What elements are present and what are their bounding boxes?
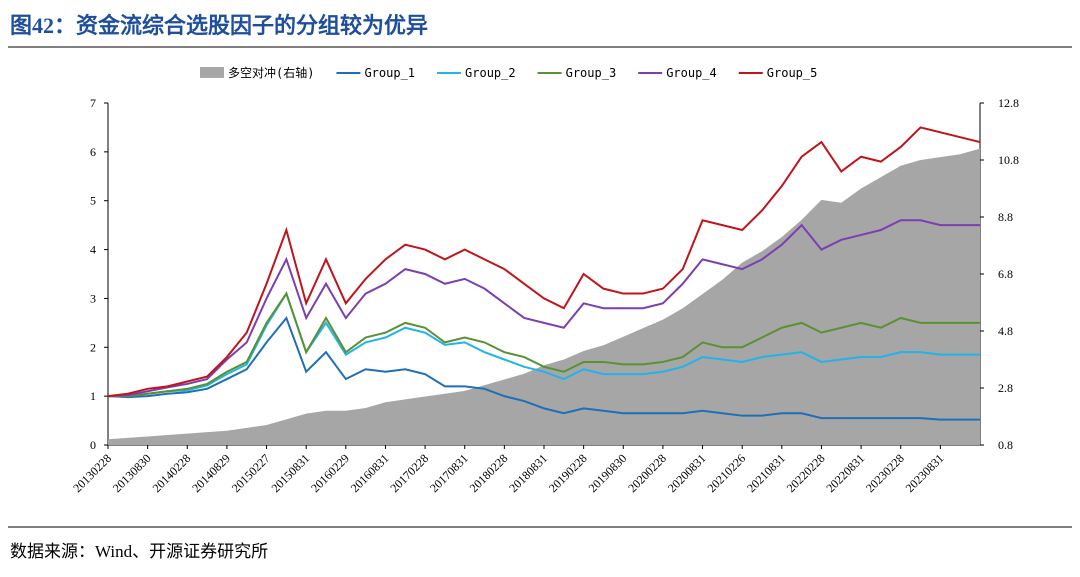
x-tick-label: 20140829 bbox=[189, 451, 233, 495]
line bbox=[107, 126, 981, 398]
x-tick-label: 20230831 bbox=[903, 451, 947, 495]
y-tick-label: 3 bbox=[90, 291, 96, 305]
x-tick-label: 20220831 bbox=[823, 451, 867, 495]
line bbox=[107, 315, 980, 421]
y2-tick-label: 12.8 bbox=[998, 96, 1019, 110]
x-tick-label: 20180228 bbox=[467, 451, 511, 495]
legend-label: Group_5 bbox=[767, 66, 818, 80]
legend-label: Group_3 bbox=[566, 66, 617, 80]
x-tick-label: 20160229 bbox=[308, 451, 352, 495]
y-tick-label: 0 bbox=[90, 438, 96, 452]
x-tick-label: 20130830 bbox=[110, 451, 154, 495]
area bbox=[108, 148, 980, 445]
legend-label: Group_4 bbox=[666, 66, 717, 80]
line bbox=[108, 291, 980, 398]
x-tick-label: 20190830 bbox=[586, 451, 630, 495]
x-tick-label: 20220228 bbox=[784, 451, 828, 495]
x-tick-label: 20170228 bbox=[387, 451, 431, 495]
x-tick-label: 20150227 bbox=[229, 451, 273, 495]
x-tick-label: 20150831 bbox=[268, 451, 312, 495]
y-tick-label: 5 bbox=[90, 194, 96, 208]
y2-tick-label: 2.8 bbox=[998, 381, 1013, 395]
legend-label: Group_1 bbox=[364, 66, 415, 80]
x-tick-label: 20190228 bbox=[546, 451, 590, 495]
legend-swatch bbox=[200, 67, 224, 78]
x-tick-label: 20160831 bbox=[348, 451, 392, 495]
y2-tick-label: 0.8 bbox=[998, 438, 1013, 452]
x-tick-label: 20140228 bbox=[150, 451, 194, 495]
y2-tick-label: 10.8 bbox=[998, 153, 1019, 167]
y2-tick-label: 4.8 bbox=[998, 324, 1013, 338]
line bbox=[107, 219, 980, 398]
x-tick-label: 20230228 bbox=[863, 451, 907, 495]
x-tick-label: 20200228 bbox=[625, 451, 669, 495]
page-title: 图42：资金流综合选股因子的分组较为优异 bbox=[10, 13, 428, 38]
y-tick-label: 1 bbox=[90, 389, 96, 403]
legend-label: Group_2 bbox=[465, 66, 516, 80]
y2-tick-label: 6.8 bbox=[998, 267, 1013, 281]
x-tick-label: 20200831 bbox=[665, 451, 709, 495]
y-tick-label: 6 bbox=[90, 145, 96, 159]
legend-label: 多空对冲(右轴) bbox=[228, 65, 314, 80]
y-tick-label: 4 bbox=[90, 243, 96, 257]
x-tick-label: 20180831 bbox=[506, 451, 550, 495]
x-tick-label: 20210831 bbox=[744, 451, 788, 495]
line bbox=[108, 291, 980, 398]
x-tick-label: 20170831 bbox=[427, 451, 471, 495]
x-tick-label: 20210226 bbox=[704, 451, 748, 495]
y-tick-label: 2 bbox=[90, 340, 96, 354]
y-tick-label: 7 bbox=[90, 96, 96, 110]
source: 数据来源：Wind、开源证券研究所 bbox=[10, 542, 268, 561]
y2-tick-label: 8.8 bbox=[998, 210, 1013, 224]
x-tick-label: 20130228 bbox=[70, 451, 114, 495]
